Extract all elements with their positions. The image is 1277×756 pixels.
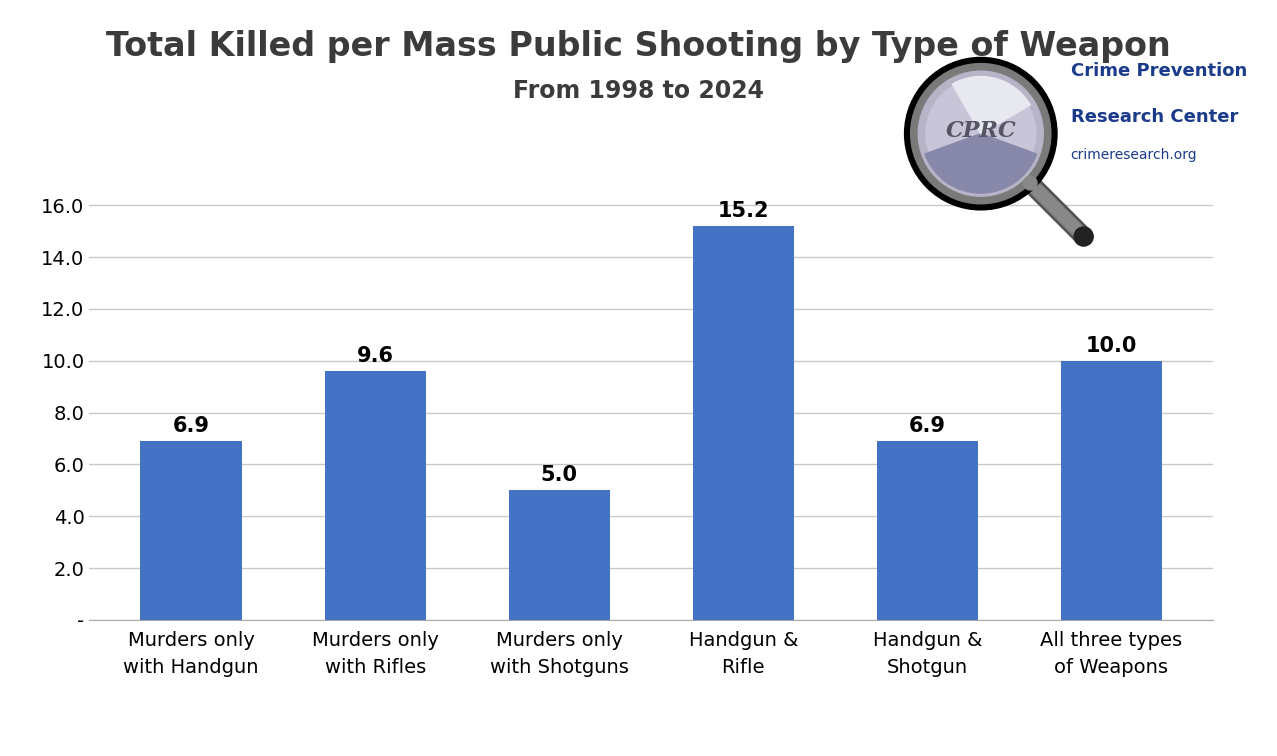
Circle shape <box>926 79 1036 188</box>
Bar <box>877 441 978 620</box>
Text: crimeresearch.org: crimeresearch.org <box>1070 148 1198 163</box>
Text: CPRC: CPRC <box>945 120 1016 142</box>
Wedge shape <box>953 76 1031 134</box>
Text: Research Center: Research Center <box>1070 108 1237 126</box>
Circle shape <box>1074 227 1093 246</box>
Circle shape <box>1023 176 1037 190</box>
Text: Total Killed per Mass Public Shooting by Type of Weapon: Total Killed per Mass Public Shooting by… <box>106 30 1171 64</box>
Text: 6.9: 6.9 <box>172 416 209 436</box>
Bar <box>1061 361 1162 620</box>
Text: 10.0: 10.0 <box>1085 336 1137 355</box>
Text: 5.0: 5.0 <box>540 465 577 485</box>
Text: Crime Prevention: Crime Prevention <box>1070 62 1246 80</box>
Bar <box>324 371 425 620</box>
Text: 6.9: 6.9 <box>909 416 946 436</box>
Wedge shape <box>925 134 1037 193</box>
Circle shape <box>904 57 1057 210</box>
Bar <box>508 491 610 620</box>
Circle shape <box>918 71 1043 196</box>
Text: From 1998 to 2024: From 1998 to 2024 <box>513 79 764 104</box>
Text: 9.6: 9.6 <box>356 346 393 366</box>
Text: 15.2: 15.2 <box>718 201 769 221</box>
Bar <box>140 441 241 620</box>
Circle shape <box>911 64 1051 204</box>
Bar <box>692 226 794 620</box>
